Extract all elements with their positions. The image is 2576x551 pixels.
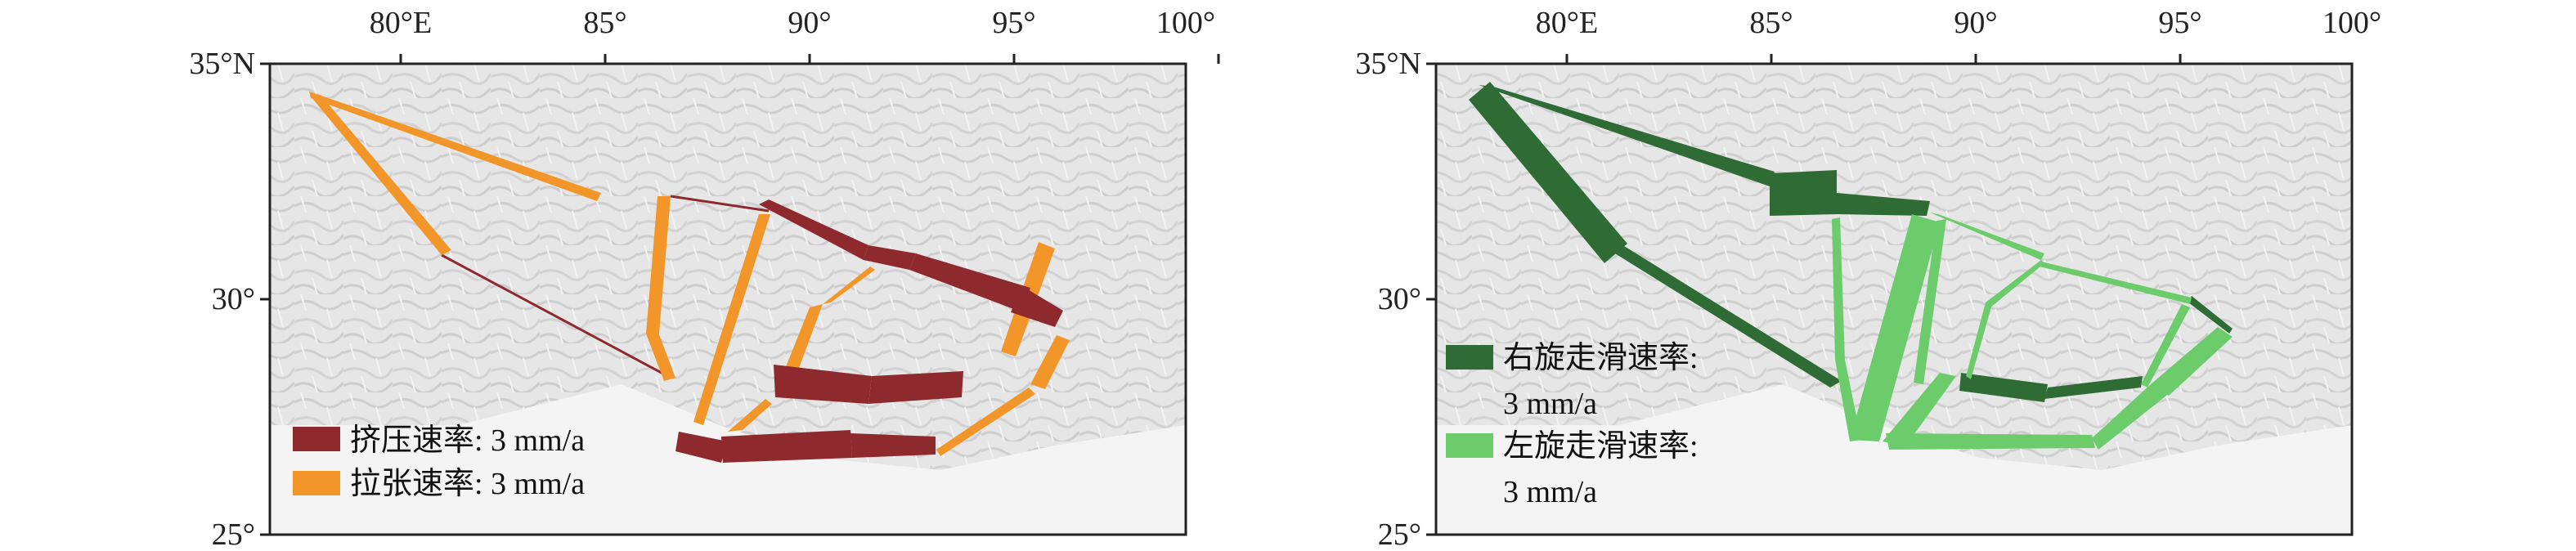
- legend-sinistral-label-2: 3 mm/a: [1503, 475, 1597, 509]
- lon-label-80: 80°E: [370, 6, 432, 40]
- lon-label-80-right: 80°E: [1536, 6, 1598, 40]
- left-map-legend: 挤压速率: 3 mm/a 拉张速率: 3 mm/a: [293, 423, 585, 501]
- right-map-legend: 右旋走滑速率: 3 mm/a 左旋走滑速率: 3 mm/a: [1446, 341, 1699, 509]
- left-map-ticks: [260, 54, 1220, 536]
- legend-compression-label: 挤压速率: 3 mm/a: [350, 423, 585, 458]
- right-map-sinistral-segments: [1832, 213, 2233, 450]
- lat-label-35-right: 35°N: [1355, 47, 1421, 81]
- lon-label-85: 85°: [583, 6, 626, 40]
- legend-sinistral-label-1: 左旋走滑速率:: [1503, 429, 1699, 464]
- left-map-block-boundaries: [441, 195, 770, 379]
- left-map: 80°E 85° 90° 95° 100° 35°N 30° 25°: [189, 6, 1220, 551]
- legend-dextral-swatch: [1446, 345, 1493, 370]
- lat-label-30: 30°: [212, 282, 255, 316]
- right-map-ticks: [1426, 54, 2182, 536]
- legend-sinistral-swatch: [1446, 433, 1493, 458]
- left-map-extension-segments: [309, 92, 1070, 456]
- right-map-dextral-segments: [1469, 82, 2233, 402]
- right-map: 80°E 85° 90° 95° 100° 35°N 30° 25°: [1355, 6, 2381, 551]
- legend-extension-label: 拉张速率: 3 mm/a: [350, 467, 585, 501]
- legend-compression-swatch: [293, 427, 340, 451]
- lat-label-25: 25°: [212, 517, 255, 551]
- left-map-compression-segments: [675, 199, 1063, 463]
- lon-label-95-right: 95°: [2158, 6, 2201, 40]
- lat-label-35: 35°N: [189, 47, 255, 81]
- lon-label-90-right: 90°: [1954, 6, 1997, 40]
- lon-label-95: 95°: [992, 6, 1035, 40]
- lon-label-85-right: 85°: [1749, 6, 1793, 40]
- lon-label-100-right: 100°: [2322, 6, 2381, 40]
- lon-label-90: 90°: [788, 6, 831, 40]
- legend-extension-swatch: [293, 471, 340, 495]
- lat-label-25-right: 25°: [1378, 517, 1421, 551]
- lat-label-30-right: 30°: [1378, 282, 1421, 316]
- legend-dextral-label-2: 3 mm/a: [1503, 387, 1597, 421]
- right-map-plain: [1436, 384, 2352, 535]
- legend-dextral-label-1: 右旋走滑速率:: [1503, 341, 1699, 375]
- lon-label-100: 100°: [1156, 6, 1215, 40]
